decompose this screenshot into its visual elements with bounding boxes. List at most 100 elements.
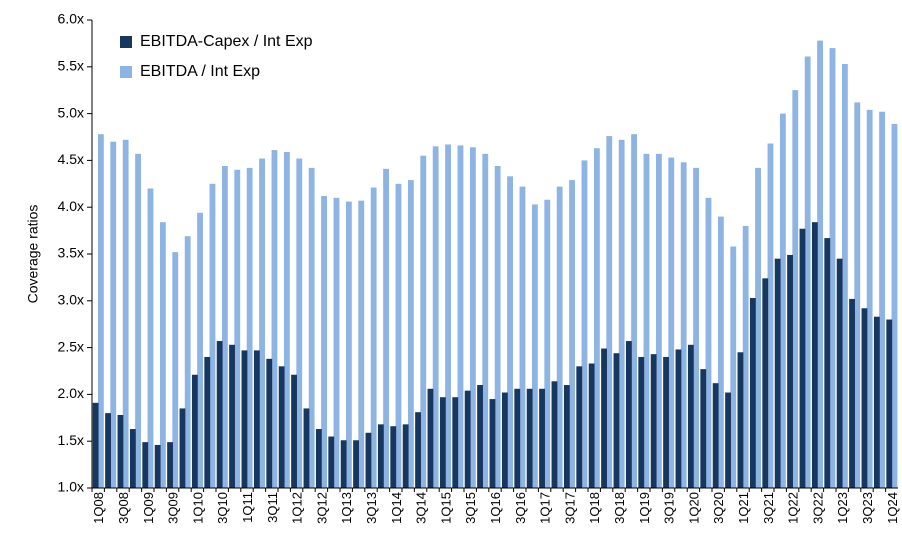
bar: [308, 167, 315, 488]
x-tick-label: 3Q15: [463, 492, 478, 524]
y-tick-label: 3.5x: [58, 245, 84, 261]
bar: [159, 222, 166, 488]
x-tick-label: 1Q14: [389, 492, 404, 524]
x-tick-label: 1Q20: [686, 492, 701, 524]
bar: [452, 397, 459, 488]
bar: [420, 155, 427, 488]
bar: [191, 374, 198, 488]
bar: [291, 374, 297, 488]
bar: [593, 148, 600, 488]
bar: [663, 356, 669, 488]
bar: [135, 153, 141, 488]
y-axis-label: Coverage ratios: [25, 205, 41, 304]
bar: [742, 225, 749, 489]
bar: [501, 392, 508, 488]
bar: [340, 440, 347, 488]
bar: [197, 212, 203, 489]
bar: [693, 167, 699, 488]
bar: [259, 158, 265, 488]
bar: [799, 228, 806, 488]
bar: [278, 366, 285, 488]
bar: [117, 414, 124, 488]
bar: [377, 424, 384, 488]
bar: [755, 167, 761, 488]
bar: [209, 183, 216, 489]
x-tick-label: 1Q17: [538, 492, 553, 524]
legend-swatch: [120, 36, 132, 48]
bar: [836, 258, 843, 488]
x-tick-label: 3Q16: [513, 492, 528, 524]
x-tick-label: 1Q21: [736, 492, 751, 524]
x-tick-label: 3Q10: [215, 492, 230, 524]
bar: [241, 350, 248, 488]
bar: [829, 48, 836, 489]
bar: [266, 358, 273, 488]
bar: [179, 408, 186, 488]
legend-label: EBITDA-Capex / Int Exp: [140, 33, 313, 50]
bar: [861, 308, 868, 488]
bar: [221, 166, 228, 489]
x-tick-label: 3Q20: [711, 492, 726, 524]
bar: [97, 134, 104, 488]
bar: [494, 166, 501, 489]
bar: [147, 188, 154, 489]
bar: [427, 388, 434, 488]
bar: [271, 150, 278, 488]
y-tick-label: 5.0x: [58, 104, 84, 120]
bar: [92, 402, 99, 488]
bar: [172, 252, 179, 488]
x-tick-label: 3Q09: [166, 492, 181, 524]
x-tick-label: 3Q19: [662, 492, 677, 524]
x-tick-label: 3Q11: [265, 492, 280, 523]
x-tick-label: 1Q11: [240, 492, 255, 523]
bar: [588, 363, 595, 488]
x-tick-label: 3Q22: [810, 492, 825, 524]
bar: [606, 136, 613, 488]
y-tick-label: 3.0x: [58, 292, 84, 308]
x-tick-label: 3Q12: [314, 492, 329, 524]
bar: [365, 432, 372, 488]
bar: [370, 187, 377, 488]
bar: [841, 63, 848, 488]
bar: [402, 424, 409, 488]
bar: [482, 153, 489, 488]
bar: [737, 352, 744, 488]
bar: [539, 388, 545, 488]
bar: [303, 408, 310, 488]
bar: [866, 109, 873, 488]
bar: [229, 344, 235, 488]
y-tick-label: 4.5x: [58, 151, 84, 167]
bar: [873, 316, 880, 488]
bar: [613, 353, 620, 488]
bar: [854, 102, 861, 489]
y-tick-label: 2.0x: [58, 385, 84, 401]
bar: [631, 134, 637, 488]
bar: [395, 183, 402, 489]
bar: [730, 246, 737, 488]
bar: [779, 113, 786, 488]
x-tick-label: 1Q12: [290, 492, 305, 524]
bar: [333, 197, 340, 488]
bar: [383, 168, 389, 488]
x-tick-label: 3Q21: [761, 492, 776, 524]
bar: [526, 388, 533, 488]
x-tick-label: 1Q19: [637, 492, 652, 524]
legend-label: EBITDA / Int Exp: [140, 63, 260, 80]
bar: [811, 222, 818, 488]
x-tick-label: 1Q23: [835, 492, 850, 524]
bar: [655, 153, 662, 488]
bar: [531, 204, 538, 488]
y-tick-label: 2.5x: [58, 338, 84, 354]
bar: [817, 40, 823, 488]
bar: [849, 298, 855, 488]
bar: [700, 369, 707, 488]
y-tick-label: 1.5x: [58, 432, 84, 448]
x-tick-label: 1Q15: [438, 492, 453, 524]
bar: [353, 440, 359, 488]
bar: [787, 254, 793, 488]
bar: [551, 381, 558, 488]
bar: [563, 385, 570, 488]
x-tick-label: 3Q17: [562, 492, 577, 524]
x-tick-label: 1Q24: [885, 492, 900, 524]
